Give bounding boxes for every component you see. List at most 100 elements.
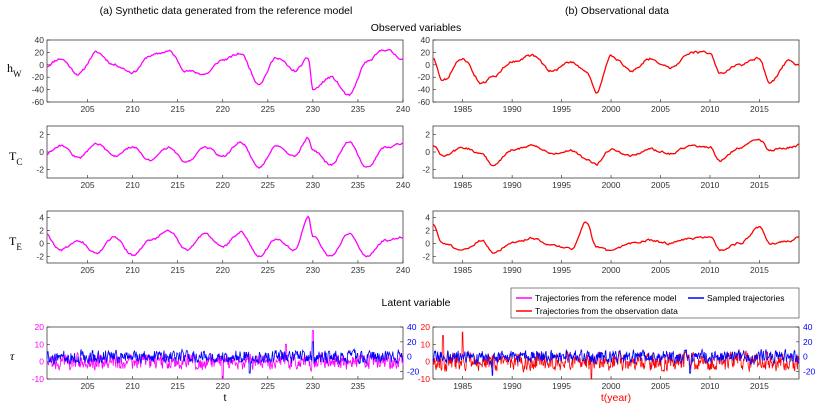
x-tick-label: 215	[171, 104, 185, 114]
axes-hW-observed: 1985 1990 1995 2000 2005 2010 2015 40 20 0 -20 -40 -…	[418, 35, 800, 114]
x-tick-label: 1990	[503, 180, 522, 190]
x-tick-label: 230	[306, 180, 320, 190]
right-panel-title: (b) Observational data	[565, 5, 669, 17]
x-tick-label: 1995	[552, 381, 571, 391]
y-tick-label: -2	[422, 164, 430, 174]
y-tick-label: -10	[32, 374, 45, 384]
observed-variables-title: Observed variables	[371, 22, 461, 34]
x-tick-label: 220	[216, 180, 230, 190]
y-right-tick-label: 20	[803, 337, 813, 347]
x-tick-label: 2015	[750, 180, 769, 190]
y-tick-label: 10	[35, 339, 45, 349]
axes-TE-synthetic: 205 210 215 220 225 230 235 240 4 2 0 -2	[36, 210, 410, 275]
x-tick-label: 2005	[651, 104, 670, 114]
x-tick-label: 210	[126, 180, 140, 190]
y-right-tick-label: 40	[803, 322, 813, 332]
y-tick-label: 0	[425, 357, 430, 367]
series-line-TE-observed	[432, 221, 800, 254]
x-tick-label: 2015	[750, 104, 769, 114]
x-tick-label: 210	[126, 265, 140, 275]
tau-series-sampled	[46, 341, 404, 374]
plot-frame	[432, 326, 800, 380]
x-axis-label: t(year)	[601, 392, 631, 404]
legend-sampled-label: Sampled trajectories	[707, 293, 784, 303]
x-tick-label: 235	[351, 265, 365, 275]
tau-series-reference	[432, 331, 800, 380]
latent-variable-title: Latent variable	[382, 297, 451, 309]
y-tick-label: -2	[36, 164, 44, 174]
x-tick-label: 205	[80, 104, 94, 114]
x-tick-label: 205	[80, 180, 94, 190]
x-tick-label: 230	[306, 265, 320, 275]
plot-frame	[432, 39, 800, 103]
x-tick-label: 1985	[453, 265, 472, 275]
y-right-tick-label: 0	[803, 352, 808, 362]
plot-frame	[46, 39, 404, 103]
x-tick-label: 2010	[701, 265, 720, 275]
series-line-TC-synthetic	[46, 136, 404, 169]
x-tick-label: 235	[351, 381, 365, 391]
y-tick-label: 10	[421, 339, 431, 349]
legend-observation-label: Trajectories from the observation data	[535, 306, 678, 316]
y-tick-label: -40	[32, 85, 45, 95]
x-tick-label: 2015	[750, 381, 769, 391]
y-right-tick-label: 0	[407, 352, 412, 362]
label-te: TE	[9, 234, 22, 252]
y-right-tick-label: 20	[407, 337, 417, 347]
y-right-tick-label: -20	[803, 367, 816, 377]
x-tick-label: 1990	[503, 381, 522, 391]
label-hw: hW	[7, 61, 22, 79]
x-tick-label: 235	[351, 104, 365, 114]
legend: Trajectories from the reference model Sa…	[510, 287, 800, 319]
x-tick-label: 235	[351, 180, 365, 190]
y-tick-label: 4	[39, 213, 44, 223]
x-tick-label: 1995	[552, 104, 571, 114]
x-tick-label: 2010	[701, 381, 720, 391]
axes-hW-synthetic: 205 210 215 220 225 230 235 240 40 20 0 -20 -40 -60	[32, 35, 411, 114]
x-tick-label: 2000	[602, 180, 621, 190]
plot-frame	[46, 125, 404, 179]
x-tick-label: 1995	[552, 180, 571, 190]
y-tick-label: 20	[421, 47, 431, 57]
y-tick-label: -60	[418, 97, 431, 107]
x-tick-label: 2010	[701, 180, 720, 190]
x-tick-label: 1985	[453, 381, 472, 391]
series-line-hW-synthetic	[46, 49, 404, 97]
y-tick-label: 4	[425, 213, 430, 223]
axes-TC-synthetic: 205 210 215 220 225 230 235 240 2 0 -2	[36, 125, 410, 190]
y-tick-label: 0	[425, 60, 430, 70]
x-tick-label: 205	[80, 265, 94, 275]
x-tick-label: 2010	[701, 104, 720, 114]
x-tick-label: 230	[306, 104, 320, 114]
plot-frame	[432, 125, 800, 179]
x-tick-label: 2005	[651, 180, 670, 190]
x-tick-label: 205	[80, 381, 94, 391]
y-tick-label: 0	[425, 239, 430, 249]
x-tick-label: 2000	[602, 381, 621, 391]
y-tick-label: -20	[32, 72, 45, 82]
x-tick-label: 240	[396, 265, 410, 275]
x-tick-label: 225	[261, 180, 275, 190]
y-tick-label: -40	[418, 85, 431, 95]
x-tick-label: 220	[216, 104, 230, 114]
x-tick-label: 215	[171, 265, 185, 275]
y-tick-label: -2	[422, 252, 430, 262]
x-tick-label: 240	[396, 180, 410, 190]
x-tick-label: 1985	[453, 180, 472, 190]
axes-tau-observed: 1985 1990 1995 2000 2005 2010 201520100-104020…	[418, 322, 816, 391]
x-axis-label: t	[224, 392, 227, 404]
y-right-tick-label: 40	[407, 322, 417, 332]
x-tick-label: 210	[126, 381, 140, 391]
chart-panels: 205 210 215 220 225 230 235 24040200-20-40-6019…	[32, 35, 816, 404]
label-tc: TC	[9, 149, 22, 167]
y-tick-label: 0	[39, 147, 44, 157]
x-tick-label: 2000	[602, 265, 621, 275]
series-line-hW-observed	[432, 50, 800, 94]
x-tick-label: 230	[306, 381, 320, 391]
x-tick-label: 2000	[602, 104, 621, 114]
axes-TE-observed: 1985 1990 1995 2000 2005 2010 2015 4 2 0 -2	[422, 210, 800, 275]
y-tick-label: 0	[39, 357, 44, 367]
axes-tau-synthetic: 205 210 215 220 225 230 235 20 10 0 -10 40 20 0 -20	[32, 322, 420, 391]
y-tick-label: 40	[35, 35, 45, 45]
x-tick-label: 225	[261, 104, 275, 114]
